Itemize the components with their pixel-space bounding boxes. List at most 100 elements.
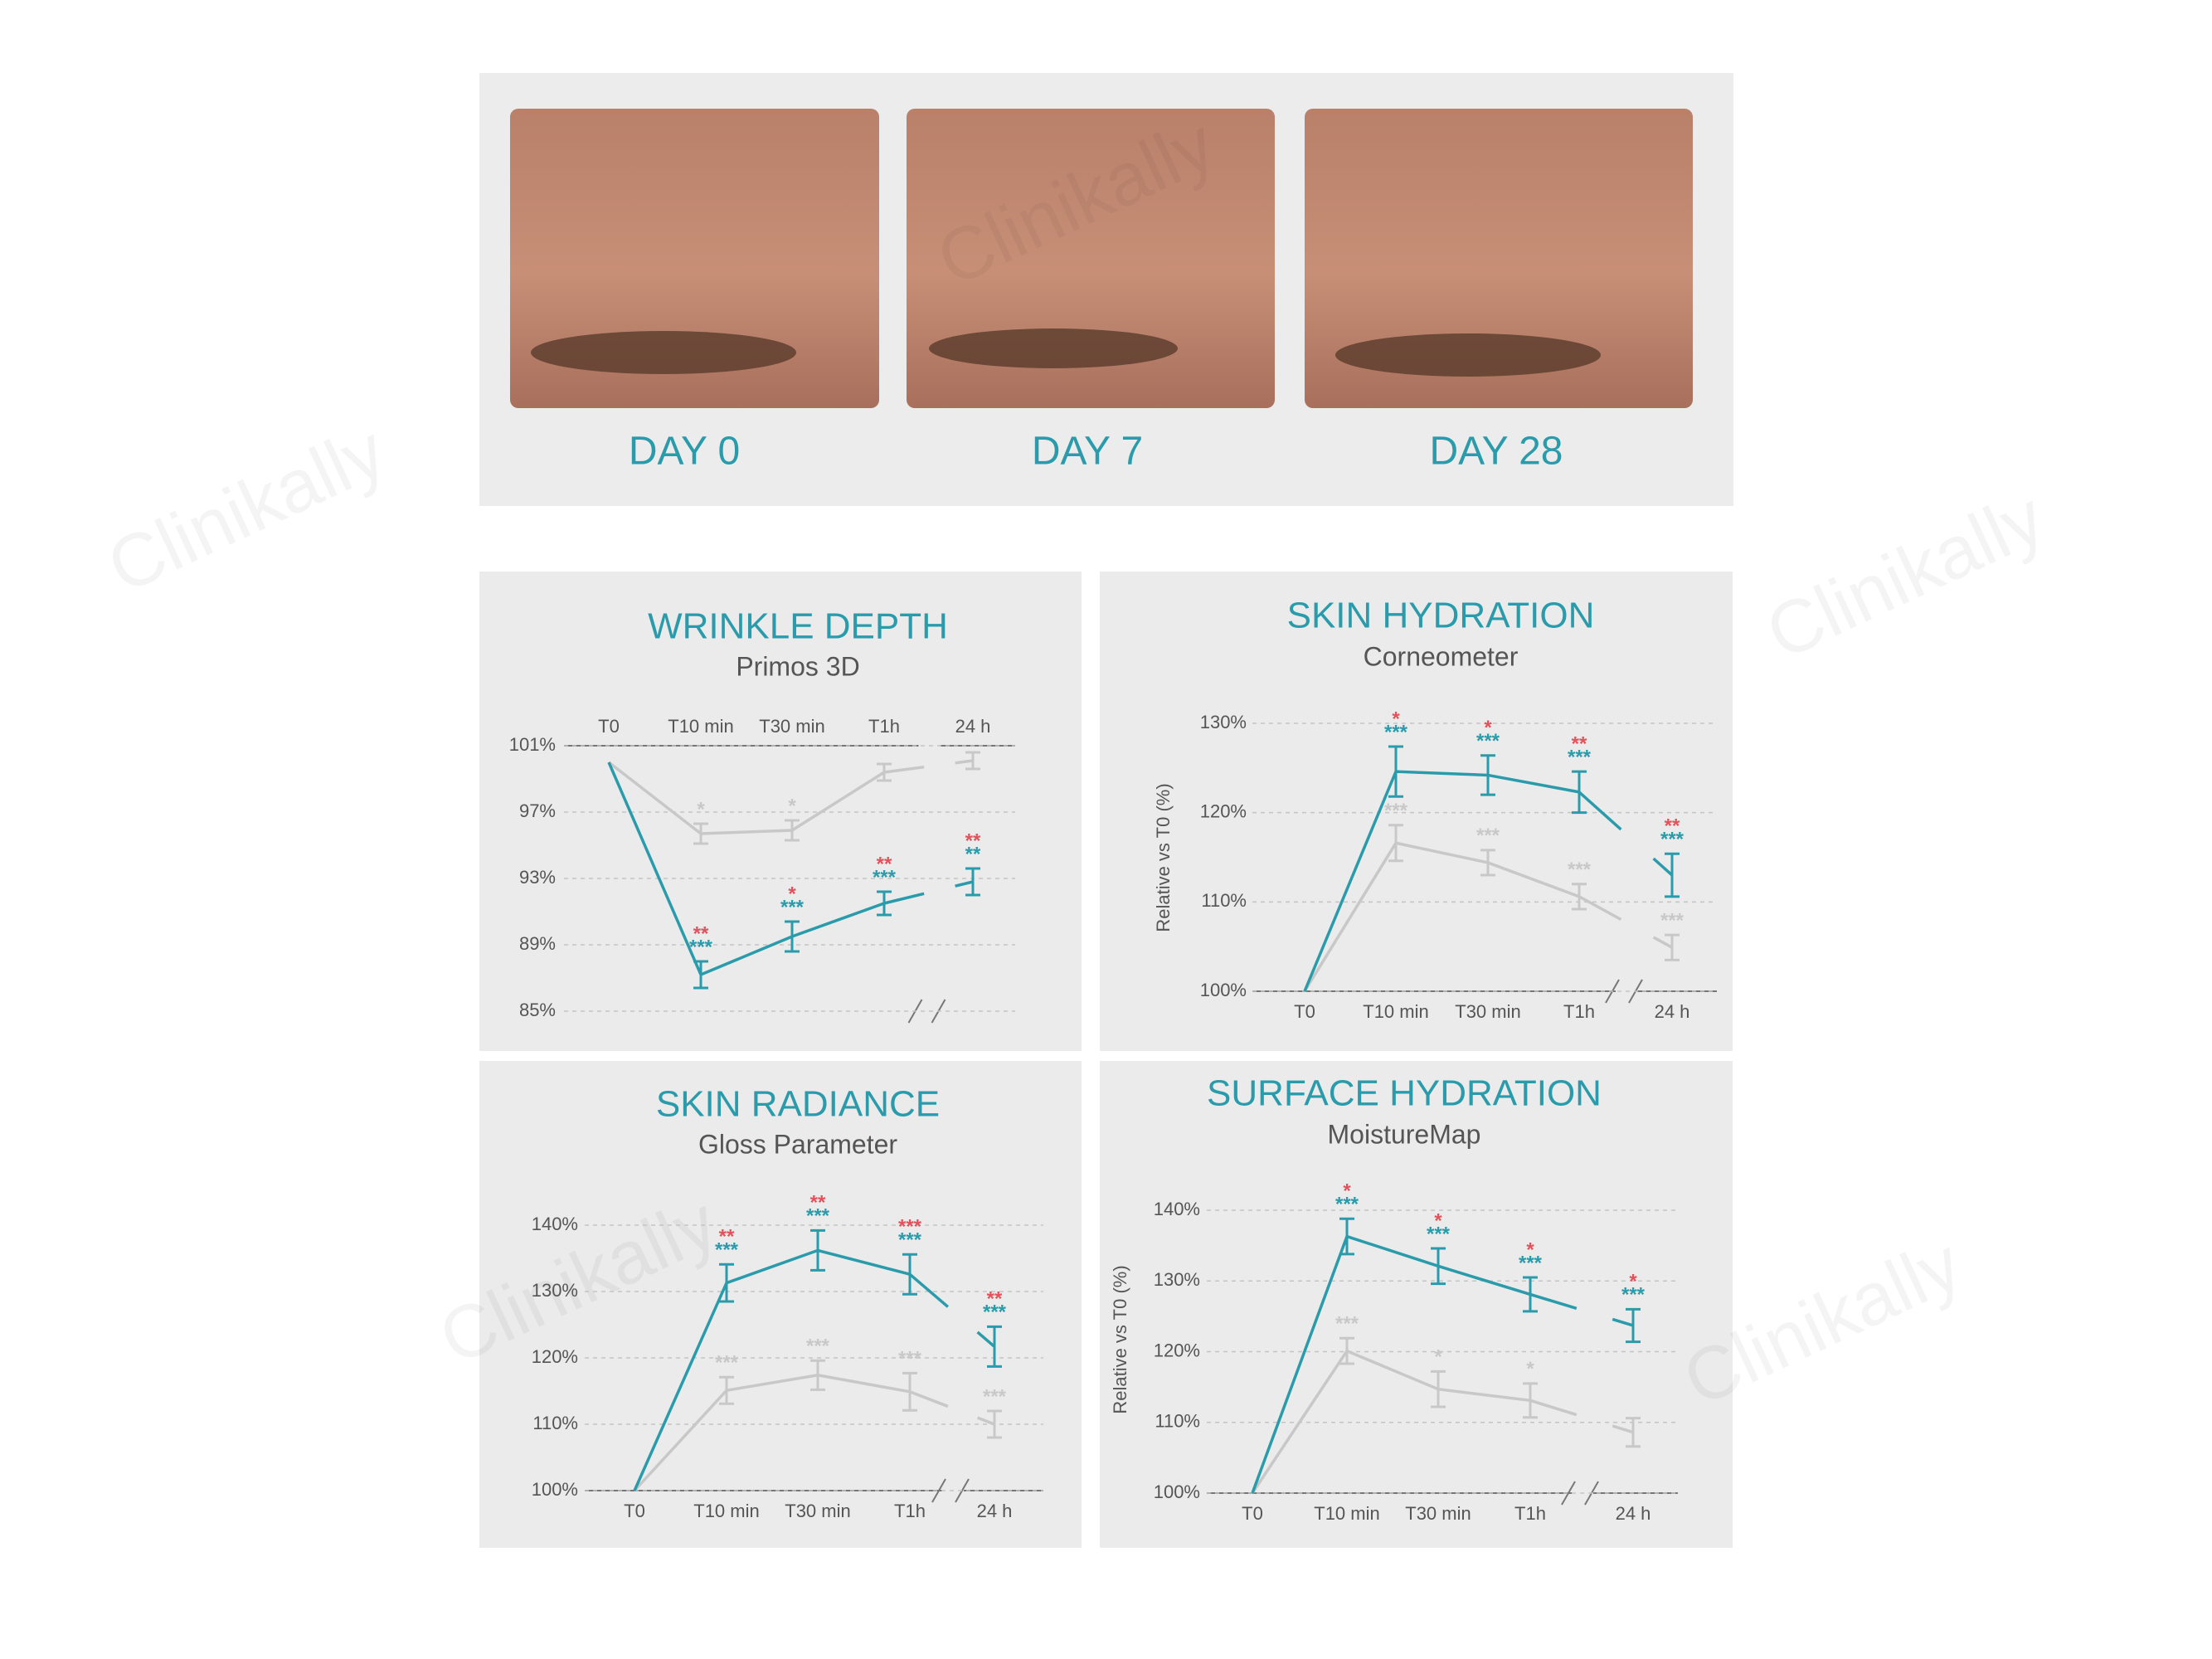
significance-label: *	[788, 795, 796, 817]
y-tick-label: 93%	[519, 867, 556, 888]
x-tick-label: T0	[1294, 1001, 1315, 1022]
error-bar	[1523, 1276, 1538, 1313]
x-tick-label: T1h	[894, 1501, 926, 1521]
watermark: Clinikally	[95, 410, 397, 610]
error-bar	[1339, 1336, 1354, 1365]
x-tick-label: T10 min	[1363, 1001, 1428, 1022]
significance-label: **	[1572, 732, 1587, 755]
x-tick-label: 24 h	[955, 716, 991, 737]
error-bar	[877, 762, 892, 782]
y-axis-label: Relative vs T0 (%)	[1110, 1265, 1130, 1413]
error-bar	[1431, 1370, 1446, 1408]
significance-label: **	[877, 853, 892, 875]
significance-label: **	[719, 1226, 735, 1248]
y-tick-label: 140%	[1154, 1199, 1200, 1219]
significance-label: ***	[1568, 746, 1592, 768]
significance-label: *	[1526, 1358, 1534, 1380]
significance-label: ***	[1621, 1284, 1646, 1306]
error-bar	[1572, 883, 1587, 911]
line-continuation	[1612, 1317, 1634, 1327]
line-continuation	[883, 892, 925, 905]
x-tick-label: T10 min	[693, 1501, 759, 1521]
y-tick-label: 97%	[519, 800, 556, 821]
watermark: Clinikally	[1754, 476, 2056, 676]
line-continuation	[1529, 1399, 1578, 1417]
error-bar	[965, 867, 980, 897]
significance-label: ***	[898, 1348, 922, 1370]
y-tick-label: 110%	[1201, 890, 1247, 911]
chart-title: WRINKLE DEPTH	[648, 606, 948, 647]
significance-label: *	[1392, 708, 1400, 730]
error-bar	[810, 1228, 825, 1272]
photo	[1305, 109, 1693, 408]
chart-title: SURFACE HYDRATION	[1207, 1073, 1602, 1114]
y-tick-label: 89%	[519, 933, 556, 954]
error-bar	[719, 1262, 734, 1303]
series-line	[633, 1374, 911, 1492]
x-tick-label: T1h	[868, 716, 900, 737]
significance-label: *	[788, 883, 796, 905]
line-continuation	[955, 759, 974, 765]
photo-image	[1305, 109, 1693, 408]
y-axis-label: Relative vs T0 (%)	[1153, 783, 1174, 932]
error-bar	[1665, 933, 1680, 961]
line-continuation	[1612, 1424, 1634, 1434]
photo-image	[510, 109, 879, 408]
chart-panel	[479, 572, 1082, 1051]
error-bar	[902, 1371, 917, 1412]
error-bar	[1431, 1247, 1446, 1286]
x-tick-label: T10 min	[668, 716, 733, 737]
significance-label: **	[810, 1192, 826, 1214]
x-tick-label: T30 min	[1455, 1001, 1520, 1022]
y-tick-label: 85%	[519, 1000, 556, 1020]
significance-label: ***	[1427, 1223, 1451, 1245]
significance-label: **	[987, 1288, 1003, 1311]
error-bar	[877, 890, 892, 917]
chart-title: SKIN HYDRATION	[1287, 596, 1595, 636]
significance-label: *	[1434, 1209, 1442, 1232]
x-tick-label: 24 h	[977, 1501, 1013, 1521]
x-tick-label: T10 min	[1314, 1503, 1379, 1524]
significance-label: **	[965, 830, 981, 852]
significance-label: ***	[1384, 721, 1408, 743]
x-tick-label: T0	[598, 716, 620, 737]
series-line	[1303, 841, 1580, 992]
significance-label: ***	[898, 1229, 922, 1252]
chart-subtitle: Corneometer	[1364, 641, 1519, 671]
chart-title: SKIN RADIANCE	[656, 1084, 940, 1125]
error-bar	[1388, 824, 1403, 863]
series-line	[633, 1248, 911, 1491]
line-continuation	[883, 765, 925, 774]
line-continuation	[1652, 857, 1674, 877]
series-line	[1251, 1234, 1531, 1494]
y-tick-label: 101%	[509, 734, 556, 755]
photo-label: DAY 0	[629, 430, 740, 474]
photo-detail	[531, 331, 796, 374]
y-tick-label: 110%	[1155, 1411, 1200, 1432]
significance-label: ***	[689, 936, 713, 958]
photo-label: DAY 28	[1430, 430, 1563, 474]
error-bar	[1388, 745, 1403, 798]
x-tick-label: T0	[1242, 1503, 1263, 1524]
line-continuation	[909, 1390, 949, 1408]
x-tick-label: T30 min	[759, 716, 824, 737]
significance-label: ***	[898, 1216, 922, 1238]
error-bar	[719, 1375, 734, 1405]
significance-label: ***	[873, 866, 897, 888]
significance-label: ***	[1476, 730, 1500, 752]
y-tick-label: 120%	[1154, 1340, 1200, 1360]
line-continuation	[955, 880, 974, 888]
y-tick-label: 140%	[532, 1214, 578, 1234]
chart-subtitle: Primos 3D	[736, 651, 859, 681]
photo	[907, 109, 1275, 408]
significance-label: ***	[715, 1239, 739, 1262]
significance-label: ***	[1335, 1194, 1359, 1216]
significance-label: *	[1484, 717, 1492, 739]
chart: SKIN HYDRATION Corneometer 100% 110% 120% 130…	[1153, 596, 1717, 1022]
significance-label: ***	[1519, 1252, 1543, 1274]
y-tick-label: 120%	[1200, 800, 1247, 821]
significance-label: ***	[1660, 910, 1685, 932]
significance-label: *	[1629, 1271, 1637, 1293]
line-continuation	[976, 1331, 996, 1348]
